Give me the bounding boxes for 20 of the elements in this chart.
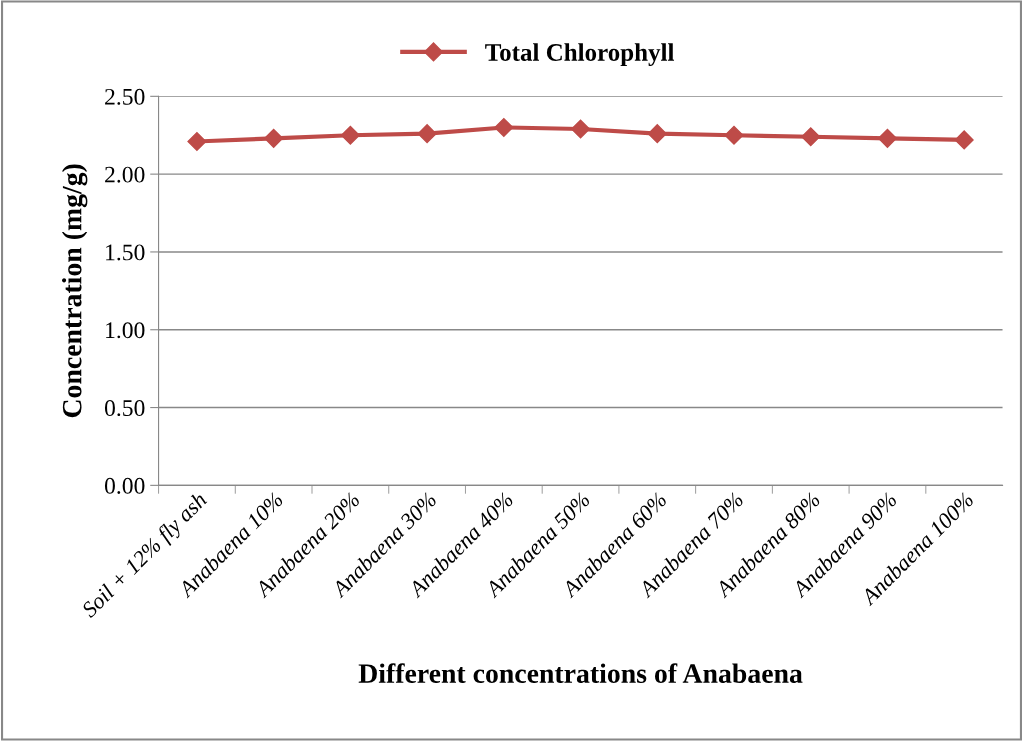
point [571,119,591,139]
point [647,124,667,144]
point [801,127,821,147]
point [417,124,437,144]
y-tick-label: 2.50 [105,88,145,105]
point [264,128,284,148]
y-tick-label: 1.00 [106,322,145,339]
y-tick-label: 1.50 [106,244,145,261]
point [494,117,514,137]
y-axis-title: Concentration (mg/g) [61,164,88,418]
y-tick-label: 2.00 [105,166,145,183]
point [340,125,360,145]
point [877,128,897,148]
point [187,131,207,151]
point [954,130,974,150]
y-tick-label: 0.00 [104,477,145,494]
x-axis-title: Different concentrations of Anabaena [358,663,803,683]
point [724,125,744,145]
y-tick-label: 0.50 [104,400,145,417]
legend-label: Total Chlorophyll [485,43,675,67]
